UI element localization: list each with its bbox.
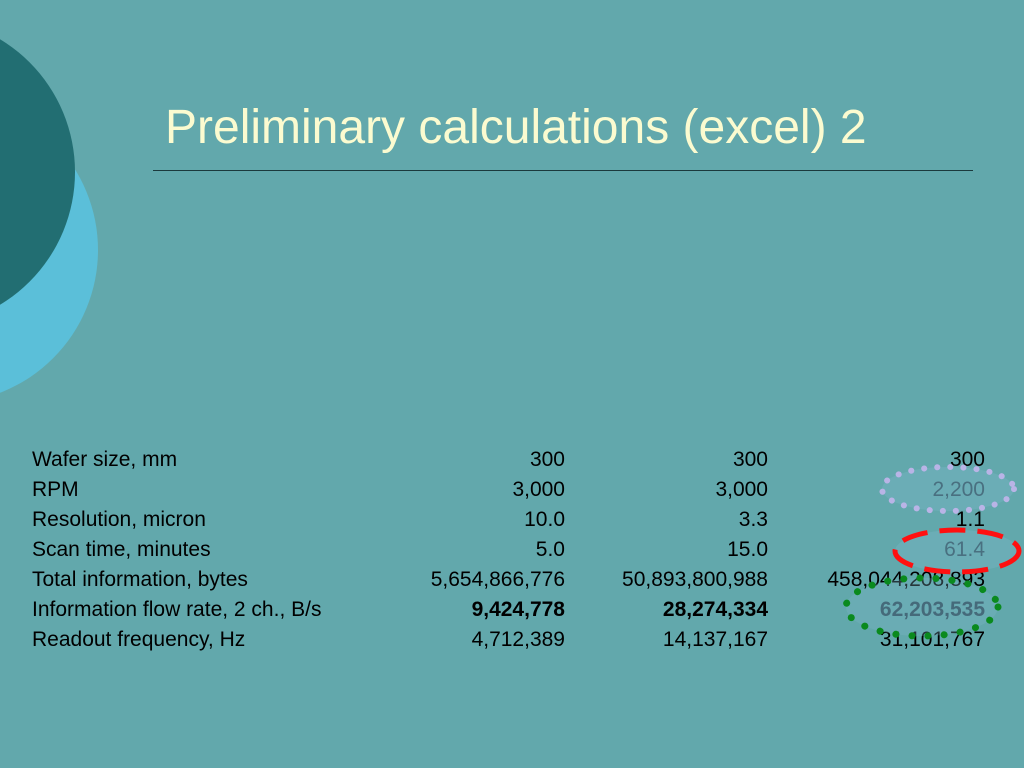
- value-cell: 10.0: [524, 508, 565, 531]
- value-cell: 28,274,334: [662, 598, 768, 621]
- value-cell: 15.0: [727, 538, 768, 561]
- table-row: Wafer size, mm 300 300 300: [32, 445, 985, 475]
- row-label: Total information, bytes: [32, 568, 248, 591]
- value-cell: 4,712,389: [471, 628, 565, 651]
- value-cell: 5,654,866,776: [430, 568, 565, 591]
- row-label: Information flow rate, 2 ch., B/s: [32, 598, 322, 621]
- value-cell: 31,101,767: [879, 628, 985, 651]
- slide-title: Preliminary calculations (excel) 2: [165, 101, 867, 154]
- value-cell: 300: [949, 448, 985, 471]
- value-cell: 14,137,167: [662, 628, 768, 651]
- value-cell: 62,203,535: [879, 598, 985, 621]
- value-cell: 458,044,208,893: [827, 568, 985, 591]
- row-label: Resolution, micron: [32, 508, 206, 531]
- value-cell: 50,893,800,988: [622, 568, 768, 591]
- value-cell: 9,424,778: [471, 598, 565, 621]
- value-cell: 2,200: [932, 478, 985, 501]
- calculation-table: Wafer size, mm 300 300 300 RPM 3,000 3,0…: [32, 445, 985, 655]
- table-row: Information flow rate, 2 ch., B/s 9,424,…: [32, 595, 985, 625]
- value-cell: 300: [529, 448, 565, 471]
- dark-decorative-circle: [0, 39, 75, 305]
- row-label: Wafer size, mm: [32, 448, 178, 471]
- value-cell: 5.0: [535, 538, 565, 561]
- value-cell: 3,000: [512, 478, 565, 501]
- row-label: Scan time, minutes: [32, 538, 211, 561]
- title-divider: [153, 170, 973, 171]
- row-label: RPM: [32, 478, 79, 501]
- value-cell: 300: [732, 448, 768, 471]
- table-row: RPM 3,000 3,000 2,200: [32, 475, 985, 505]
- value-cell: 1.1: [955, 508, 985, 531]
- value-cell: 61.4: [944, 538, 985, 561]
- row-label: Readout frequency, Hz: [32, 628, 246, 651]
- table-row: Total information, bytes 5,654,866,776 5…: [32, 565, 985, 595]
- value-cell: 3,000: [715, 478, 768, 501]
- value-cell: 3.3: [738, 508, 768, 531]
- table-row: Resolution, micron 10.0 3.3 1.1: [32, 505, 985, 535]
- table-row: Readout frequency, Hz 4,712,389 14,137,1…: [32, 625, 985, 655]
- table-row: Scan time, minutes 5.0 15.0 61.4: [32, 535, 985, 565]
